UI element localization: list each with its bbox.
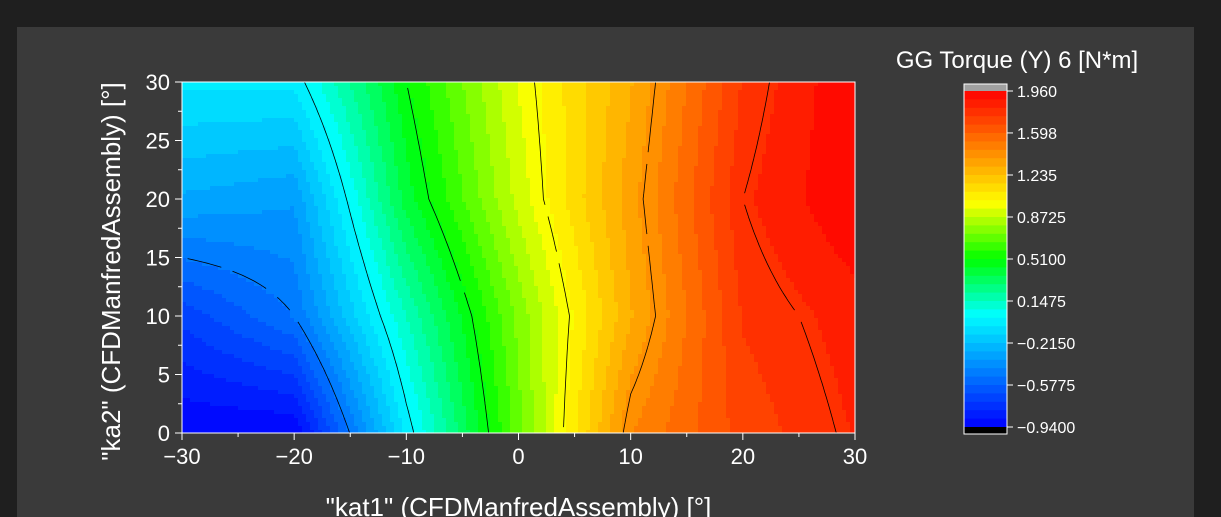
colorbar-band (964, 309, 1007, 319)
colorbar-band (964, 410, 1007, 420)
colorbar-band (964, 301, 1007, 310)
colorbar-band (964, 133, 1007, 142)
colorbar-band (964, 200, 1007, 210)
colorbar-tick-label: 0.8725 (1017, 210, 1066, 227)
colorbar-title: GG Torque (Y) 6 [N*m] (896, 47, 1138, 74)
colorbar-band (964, 99, 1007, 109)
colorbar-band (964, 183, 1007, 193)
x-tick-label: 10 (618, 444, 642, 469)
colorbar-tick-label: 1.598 (1017, 126, 1057, 143)
chart-panel: −30 −20 −10 0 10 20 30 0 5 10 15 20 25 30 "kat1" (CFD… (17, 27, 1194, 517)
colorbar-band (964, 242, 1007, 252)
colorbar-band (964, 233, 1007, 243)
y-tick-label: 0 (158, 421, 170, 446)
contour-chart: −30 −20 −10 0 10 20 30 0 5 10 15 20 25 30 "kat1" (CFD… (96, 47, 1138, 517)
colorbar-band (964, 267, 1007, 277)
colorbar-band (964, 107, 1007, 117)
y-tick-label: 10 (146, 304, 170, 329)
colorbar-band (964, 225, 1007, 235)
colorbar-tick-label: 1.235 (1017, 168, 1057, 185)
plot-area (182, 82, 855, 433)
colorbar-band (964, 158, 1007, 168)
y-axis-label: "ka2" (CFDManfredAssembly) [°] (96, 82, 126, 461)
colorbar-band (964, 376, 1007, 386)
colorbar-band (964, 359, 1007, 369)
colorbar-over (964, 84, 1007, 91)
colorbar-tick-label: −0.9400 (1017, 420, 1075, 437)
colorbar-band (964, 149, 1007, 159)
contour-lines (187, 82, 837, 433)
x-tick-label: 30 (843, 444, 867, 469)
contour-line (407, 87, 489, 433)
colorbar-band (964, 250, 1007, 260)
colorbar-band (964, 217, 1007, 226)
x-axis-label: "kat1" (CFDManfredAssembly) [°] (326, 492, 712, 517)
contour-field (182, 82, 855, 433)
colorbar-band (964, 368, 1007, 378)
colorbar-band (964, 191, 1007, 201)
colorbar-band (964, 393, 1007, 403)
colorbar-band (964, 292, 1007, 302)
colorbar-band (964, 116, 1007, 126)
contour-line (534, 82, 570, 428)
colorbar-band (964, 91, 1007, 100)
colorbar-band (964, 259, 1007, 268)
y-tick-label: 30 (146, 70, 170, 95)
colorbar-band (964, 317, 1007, 327)
contour-line (622, 82, 656, 433)
x-tick-label: −10 (388, 444, 425, 469)
colorbar-band (964, 401, 1007, 411)
colorbar-band (964, 351, 1007, 361)
contour-line (187, 258, 350, 433)
contour-line (304, 82, 415, 433)
colorbar-band (964, 124, 1007, 134)
contour-line (744, 82, 837, 433)
colorbar: 1.960 1.598 1.235 0.8725 0.5100 0.1475 −0.2150… (963, 83, 1075, 437)
colorbar-under (964, 427, 1007, 434)
colorbar-tick-label: −0.2150 (1017, 336, 1075, 353)
axes: −30 −20 −10 0 10 20 30 0 5 10 15 20 25 30 (146, 70, 868, 469)
x-tick-label: −30 (163, 444, 200, 469)
y-tick-label: 5 (158, 363, 170, 388)
x-tick-label: −20 (276, 444, 313, 469)
colorbar-band (964, 343, 1007, 352)
colorbar-band (964, 284, 1007, 294)
colorbar-band (964, 334, 1007, 344)
colorbar-tick-label: 0.1475 (1017, 294, 1066, 311)
colorbar-band (964, 166, 1007, 176)
x-tick-label: 0 (512, 444, 524, 469)
colorbar-band (964, 326, 1007, 336)
y-tick-label: 20 (146, 187, 170, 212)
colorbar-tick-label: 0.5100 (1017, 252, 1066, 269)
y-tick-label: 15 (146, 246, 170, 271)
colorbar-band (964, 208, 1007, 218)
x-tick-label: 20 (731, 444, 755, 469)
colorbar-band (964, 275, 1007, 285)
colorbar-band (964, 385, 1007, 394)
colorbar-band (964, 141, 1007, 151)
colorbar-band (964, 175, 1007, 184)
colorbar-tick-label: 1.960 (1017, 84, 1057, 101)
colorbar-tick-label: −0.5775 (1017, 378, 1075, 395)
colorbar-band (964, 418, 1007, 428)
y-tick-label: 25 (146, 129, 170, 154)
